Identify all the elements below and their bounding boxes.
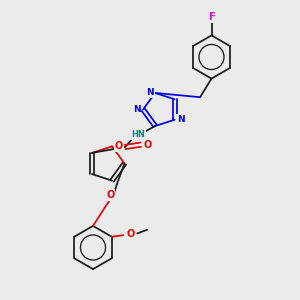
Text: O: O <box>143 140 152 150</box>
Text: O: O <box>115 141 123 152</box>
Text: N: N <box>146 88 154 98</box>
Text: N: N <box>177 115 184 124</box>
Text: O: O <box>106 190 115 200</box>
Text: N: N <box>133 105 140 114</box>
Text: O: O <box>126 229 134 239</box>
Text: F: F <box>208 12 215 22</box>
Text: HN: HN <box>131 130 145 139</box>
